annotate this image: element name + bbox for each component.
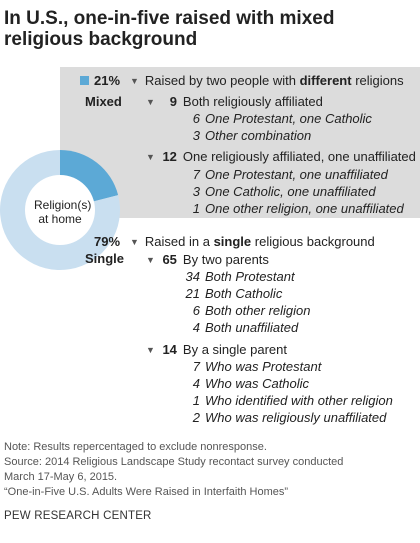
mixed-pct: 21% — [94, 73, 121, 88]
group-count: 12 — [162, 149, 177, 164]
list-item: 6 One Protestant, one Catholic — [180, 110, 372, 127]
single-heading-bold: single — [213, 234, 252, 249]
group-label: By two parents — [182, 252, 269, 267]
item-label: Who was Protestant — [205, 359, 322, 374]
footer-note: Note: Results repercentaged to exclude n… — [4, 441, 267, 453]
triangle-down-icon: ▼ — [146, 255, 155, 265]
donut-chart — [0, 150, 120, 270]
footer-source: Source: 2014 Religious Landscape Study r… — [4, 456, 344, 468]
list-item: 4 Both unaffiliated — [180, 319, 298, 336]
single-heading-text-end: religious background — [251, 234, 375, 249]
list-item: 7 One Protestant, one unaffiliated — [180, 166, 388, 183]
triangle-down-icon: ▼ — [146, 97, 155, 107]
group-count: 65 — [162, 252, 177, 267]
donut-center-label: Religion(s) at home — [34, 198, 92, 226]
item-label: One Protestant, one Catholic — [205, 111, 372, 126]
triangle-down-icon: ▼ — [146, 345, 155, 355]
item-label: Both Protestant — [205, 269, 295, 284]
single-pct: 79% — [94, 234, 121, 249]
group-label: Both religiously affiliated — [182, 94, 323, 109]
mixed-panel — [60, 67, 420, 218]
item-label: Who identified with other religion — [205, 393, 393, 408]
mixed-group-1: ▼ 12 One religiously affiliated, one unaff… — [146, 148, 416, 166]
item-count: 21 — [185, 286, 200, 301]
mixed-label: Mixed — [85, 94, 122, 109]
item-label: One Protestant, one unaffiliated — [205, 167, 388, 182]
group-label: By a single parent — [182, 342, 287, 357]
brand-logo: PEW RESEARCH CENTER — [4, 510, 152, 522]
item-label: Who was Catholic — [205, 376, 310, 391]
item-label: Other combination — [205, 128, 312, 143]
item-count: 7 — [192, 359, 200, 374]
item-count: 34 — [185, 269, 200, 284]
item-count: 3 — [192, 128, 200, 143]
mixed-legend-swatch — [80, 76, 89, 85]
item-count: 4 — [192, 320, 200, 335]
single-heading: ▼ Raised in a single religious background — [130, 233, 375, 251]
list-item: 4 Who was Catholic — [180, 375, 309, 392]
list-item: 21 Both Catholic — [180, 285, 283, 302]
mixed-heading: ▼ Raised by two people with different rel… — [130, 72, 404, 90]
item-count: 4 — [192, 376, 200, 391]
list-item: 1 One other religion, one unaffiliated — [180, 200, 404, 217]
item-count: 3 — [192, 184, 200, 199]
item-label: Both other religion — [205, 303, 311, 318]
item-count: 6 — [192, 303, 200, 318]
footer-report-title: “One-in-Five U.S. Adults Were Raised in … — [4, 486, 289, 498]
item-count: 6 — [192, 111, 200, 126]
triangle-down-icon: ▼ — [130, 237, 139, 247]
single-group-0: ▼ 65 By two parents — [146, 251, 269, 269]
item-count: 1 — [192, 201, 200, 216]
single-label: Single — [85, 251, 125, 266]
list-item: 3 One Catholic, one unaffiliated — [180, 183, 376, 200]
list-item: 3 Other combination — [180, 127, 311, 144]
list-item: 1 Who identified with other religion — [180, 392, 393, 409]
group-label: One religiously affiliated, one unaffili… — [182, 149, 416, 164]
single-group-1: ▼ 14 By a single parent — [146, 341, 287, 359]
chart-title: In U.S., one-in-five raised with mixed r… — [4, 8, 335, 50]
list-item: 7 Who was Protestant — [180, 358, 322, 375]
footer-source-dates: March 17-May 6, 2015. — [4, 471, 118, 483]
item-label: One other religion, one unaffiliated — [205, 201, 404, 216]
item-label: Both unaffiliated — [205, 320, 299, 335]
item-label: One Catholic, one unaffiliated — [205, 184, 376, 199]
triangle-down-icon: ▼ — [146, 152, 155, 162]
single-heading-text: Raised in a — [144, 234, 214, 249]
donut-hole — [25, 175, 95, 245]
mixed-group-0: ▼ 9 Both religiously affiliated — [146, 93, 323, 111]
list-item: 34 Both Protestant — [180, 268, 295, 285]
item-count: 2 — [192, 410, 200, 425]
item-label: Both Catholic — [205, 286, 283, 301]
item-label: Who was religiously unaffiliated — [205, 410, 387, 425]
item-count: 7 — [192, 167, 200, 182]
mixed-heading-text-end: religions — [351, 73, 404, 88]
list-item: 2 Who was religiously unaffiliated — [180, 409, 387, 426]
mixed-heading-text: Raised by two people with — [144, 73, 300, 88]
group-count: 9 — [169, 94, 177, 109]
triangle-down-icon: ▼ — [130, 76, 139, 86]
item-count: 1 — [192, 393, 200, 408]
mixed-heading-bold: different — [299, 73, 352, 88]
list-item: 6 Both other religion — [180, 302, 311, 319]
group-count: 14 — [162, 342, 177, 357]
